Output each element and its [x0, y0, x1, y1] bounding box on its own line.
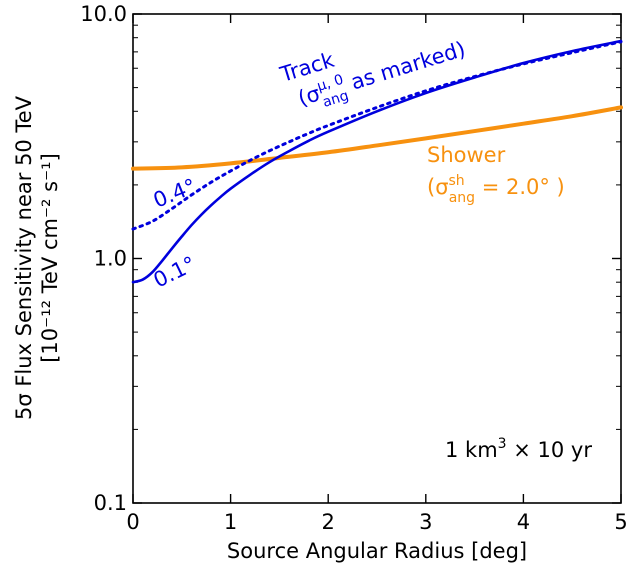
series-line-2: [131, 105, 623, 171]
y-axis-label: 5σ Flux Sensitivity near 50 TeV [10⁻¹² T…: [12, 95, 62, 420]
x-tick-label-3: 3: [419, 510, 432, 534]
x-tick-label-4: 4: [517, 510, 530, 534]
shower-title: Shower: [427, 143, 506, 167]
x-axis-label: Source Angular Radius [deg]: [227, 539, 527, 563]
x-tick-label-0: 0: [126, 510, 139, 534]
x-tick-label-2: 2: [322, 510, 335, 534]
series-layer: [131, 39, 623, 284]
axis-ticks: 0 1 2 3 4 5 0.1 1.0 10.0: [80, 2, 627, 534]
y-tick-label-2: 10.0: [80, 2, 127, 26]
series-line-0: [131, 39, 623, 284]
exposure-label: 1 km3 × 10 yr: [445, 436, 592, 462]
x-tick-label-1: 1: [224, 510, 237, 534]
track-annotation: Track (σμ, 0ang as marked): [276, 37, 468, 111]
y-tick-label-1: 1.0: [94, 247, 127, 271]
label-track-01: 0.1°: [150, 252, 200, 293]
y-axis-label-line2: [10⁻¹² TeV cm⁻² s⁻¹]: [38, 153, 62, 363]
y-tick-label-0: 0.1: [94, 491, 127, 515]
shower-subtitle: (σsh ang = 2.0° ): [427, 173, 565, 206]
y-axis-label-line1: 5σ Flux Sensitivity near 50 TeV: [12, 95, 36, 420]
x-tick-label-5: 5: [614, 510, 627, 534]
